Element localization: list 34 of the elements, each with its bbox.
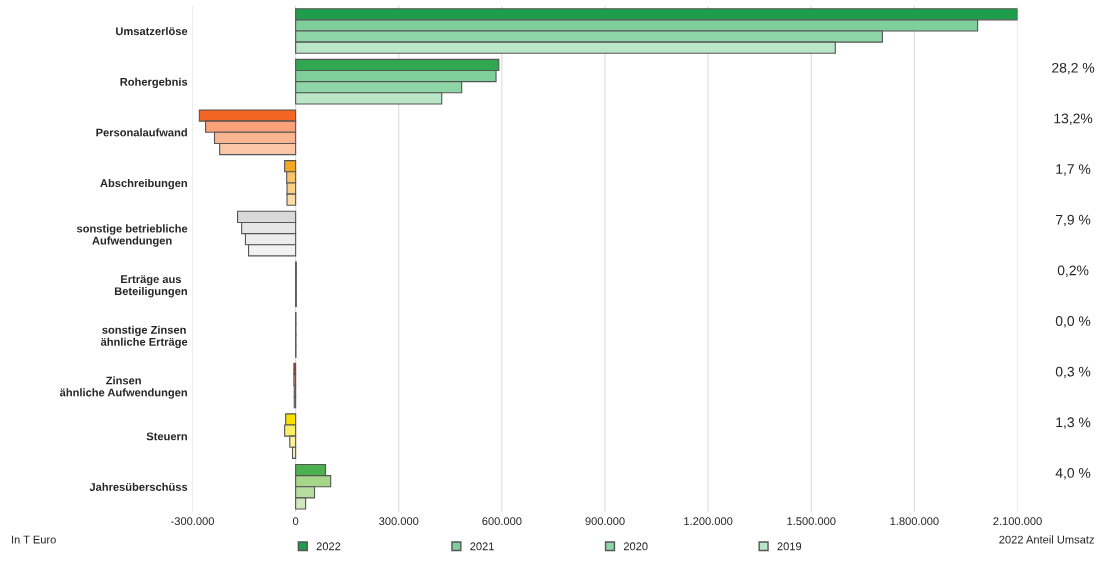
text: 28,2 % xyxy=(1052,62,1095,75)
y-tick-label: Steuern xyxy=(146,432,187,441)
y-tick-label: Erträge aus Beteiligungen xyxy=(114,275,187,298)
x-tick-label: 1.200.000 xyxy=(684,517,733,526)
x-tick-label: 900.000 xyxy=(585,517,625,526)
text: 4,0 % xyxy=(1055,468,1091,480)
text: 2022 Anteil Umsatz xyxy=(999,535,1094,544)
legend-label: 2022 xyxy=(316,542,341,551)
y-tick-label: Zinsen ähnliche Aufwendungen xyxy=(59,376,187,399)
x-tick-label: 2.100.000 xyxy=(993,517,1042,526)
text: 0,2% xyxy=(1057,265,1089,277)
y-tick-label: sonstige betriebliche Aufwendungen xyxy=(76,224,188,247)
text: 0,3 % xyxy=(1055,366,1091,379)
y-tick-label: Abschreibungen xyxy=(100,178,187,190)
x-tick-label: 1.800.000 xyxy=(890,517,939,526)
text: 7,9 % xyxy=(1056,214,1091,227)
text: 1,3 % xyxy=(1056,417,1091,429)
text: In T Euro xyxy=(12,535,56,544)
legend-label: 2019 xyxy=(777,542,802,551)
y-tick-label: Jahresüberschüss xyxy=(89,482,188,491)
y-tick-label: sonstige Zinsen ähnliche Erträge xyxy=(100,325,188,349)
x-tick-label: 1.500.000 xyxy=(787,517,836,526)
text: 0,0 % xyxy=(1055,316,1091,328)
x-tick-label: -300.000 xyxy=(171,517,214,526)
text: 1,7 % xyxy=(1056,164,1091,176)
y-tick-label: Personalaufwand xyxy=(96,128,187,137)
y-tick-label: Umsatzerlöse xyxy=(116,26,188,36)
x-tick-label: 300.000 xyxy=(379,517,419,526)
x-tick-label: 0 xyxy=(292,517,299,526)
x-tick-label: 600.000 xyxy=(482,517,522,526)
legend-label: 2021 xyxy=(470,542,494,551)
legend-label: 2020 xyxy=(623,542,648,551)
text: 13,2% xyxy=(1054,113,1093,125)
y-tick-label: Rohergebnis xyxy=(120,77,188,89)
